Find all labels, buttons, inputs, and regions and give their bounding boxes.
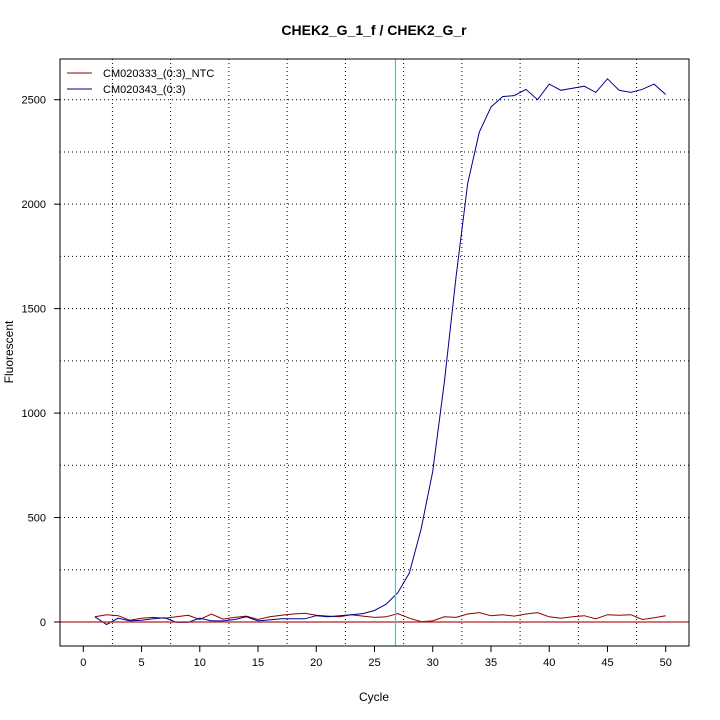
series-lines <box>94 78 667 626</box>
legend-label: CM020333_(0:3)_NTC <box>103 68 214 80</box>
series-line <box>94 78 667 626</box>
plot-frame <box>59 58 690 647</box>
x-tick-label: 50 <box>660 657 672 669</box>
x-tick-label: 30 <box>427 657 439 669</box>
legend-label: CM020343_(0:3) <box>103 84 186 96</box>
x-tick-label: 20 <box>310 657 322 669</box>
x-tick-label: 45 <box>601 657 613 669</box>
x-tick-label: 15 <box>252 657 264 669</box>
x-tick-label: 25 <box>368 657 380 669</box>
x-tick-label: 0 <box>80 657 86 669</box>
y-axis-title: Fluorescent <box>2 320 16 383</box>
x-tick-label: 5 <box>138 657 144 669</box>
y-tick-label: 1000 <box>22 408 46 420</box>
y-tick-label: 2500 <box>22 95 46 107</box>
legend: CM020333_(0:3)_NTC CM020343_(0:3) <box>67 68 214 96</box>
x-axis: 0 5 10 15 20 25 30 35 40 45 50 <box>80 646 672 669</box>
y-tick-label: 500 <box>28 513 46 525</box>
x-tick-label: 10 <box>194 657 206 669</box>
y-tick-label: 1500 <box>22 304 46 316</box>
x-axis-title: Cycle <box>359 690 389 704</box>
y-tick-label: 0 <box>40 617 46 629</box>
reference-lines <box>60 59 689 646</box>
chart-title: CHEK2_G_1_f / CHEK2_G_r <box>281 22 467 38</box>
series-line <box>94 612 666 623</box>
grid <box>60 59 689 646</box>
x-tick-label: 35 <box>485 657 497 669</box>
x-tick-label: 40 <box>543 657 555 669</box>
y-axis: 0 500 1000 1500 2000 2500 <box>22 95 60 629</box>
y-tick-label: 2000 <box>22 199 46 211</box>
